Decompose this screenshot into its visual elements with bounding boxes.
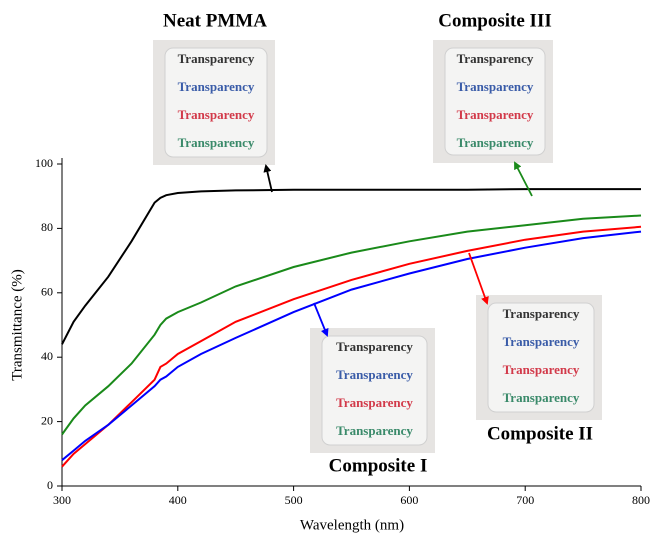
inset-text: Transparency [503, 306, 580, 321]
y-tick-label: 20 [41, 413, 53, 427]
inset-text: Transparency [178, 51, 255, 66]
inset-text: Transparency [457, 107, 534, 122]
y-tick-label: 100 [35, 156, 53, 170]
x-tick-label: 300 [53, 493, 71, 507]
inset-text: Transparency [178, 79, 255, 94]
inset-photo: Transparency Transparency Transparency Tran… [476, 295, 602, 420]
x-axis-label: Wavelength (nm) [300, 517, 404, 533]
inset-text: Transparency [336, 367, 413, 382]
inset-photo: Transparency Transparency Transparency Tran… [433, 40, 553, 163]
series-label: Neat PMMA [163, 10, 267, 31]
series-label: Composite I [329, 455, 428, 476]
inset-text: Transparency [503, 334, 580, 349]
x-tick-label: 600 [400, 493, 418, 507]
arrow [266, 166, 272, 192]
inset-text: Transparency [457, 51, 534, 66]
y-tick-label: 60 [41, 285, 53, 299]
x-tick-label: 400 [169, 493, 187, 507]
y-tick-label: 40 [41, 349, 53, 363]
page: {"chart_data": {"type": "line", "x_label… [0, 0, 654, 535]
inset-text: Transparency [336, 339, 413, 354]
series-label: Composite III [438, 10, 551, 31]
inset-text: Transparency [336, 395, 413, 410]
inset-text: Transparency [457, 135, 534, 150]
chart: Wavelength (nm) Transmittance (%) 0 20 40 6… [0, 0, 654, 535]
inset-photo: Transparency Transparency Transparency Tran… [153, 40, 275, 165]
inset-text: Transparency [178, 107, 255, 122]
x-tick-label: 700 [516, 493, 534, 507]
inset-text: Transparency [457, 79, 534, 94]
x-tick-label: 800 [632, 493, 650, 507]
inset-text: Transparency [178, 135, 255, 150]
inset-text: Transparency [336, 423, 413, 438]
y-tick-label: 0 [47, 478, 53, 492]
x-tick-label: 500 [285, 493, 303, 507]
y-axis-label: Transmittance (%) [9, 269, 25, 381]
series-label: Composite II [487, 423, 593, 444]
inset-text: Transparency [503, 390, 580, 405]
inset-photo: Transparency Transparency Transparency Tran… [310, 328, 435, 453]
y-tick-label: 80 [41, 220, 53, 234]
inset-text: Transparency [503, 362, 580, 377]
arrow [515, 163, 532, 196]
